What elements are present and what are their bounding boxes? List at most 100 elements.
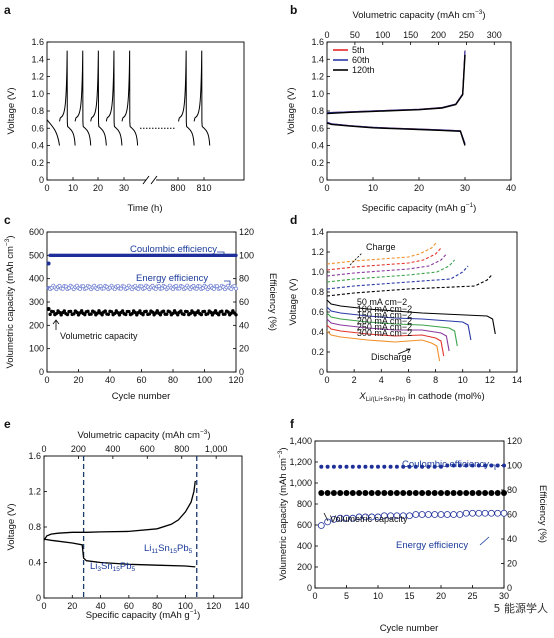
panel-f-data-point <box>483 463 488 468</box>
panel-f-data-point <box>482 489 489 496</box>
panel-c-x-tick-label: 40 <box>105 375 115 385</box>
panel-b-x-tick-label: 40 <box>506 183 516 193</box>
panel-d-y-tick-label: 1.4 <box>311 227 324 237</box>
panel-c-y2-tick-label: 60 <box>239 297 249 307</box>
panel-f-data-point <box>481 509 489 517</box>
panel-a-x-tick-label: 810 <box>196 183 211 193</box>
panel-e-x-tick-label: 60 <box>124 601 134 611</box>
panel-e-x2-tick-label: 600 <box>140 444 155 454</box>
panel-f-data-point <box>469 489 476 496</box>
panel-f-data-point <box>489 463 494 468</box>
panel-e-y-tick-label: 0 <box>36 593 41 603</box>
panel-f-data-point <box>375 489 381 496</box>
panel-d-charge-curve <box>326 259 456 283</box>
panel-a-y-ticks: 0 0.2 0.4 0.6 0.8 1.0 1.2 1.4 1.6 <box>31 37 50 185</box>
panel-d-current-label: 250 mA cm−2 <box>357 322 412 332</box>
panel-b-letter: b <box>290 3 297 17</box>
panel-f-x-tick-label: 30 <box>499 591 509 601</box>
panel-a-y-tick-label: 0 <box>39 175 44 185</box>
panel-c-x-tick-label: 120 <box>228 375 243 385</box>
panel-c-data-point <box>62 309 67 313</box>
panel-f-data-point <box>338 464 343 469</box>
panel-d-y-tick-label: 0 <box>319 367 324 377</box>
panel-d-y-tick-label: 0.4 <box>311 327 324 337</box>
panel-e-y-tick-label: 1.2 <box>28 487 41 497</box>
panel-c-data-point <box>65 312 70 317</box>
panel-f-data-point <box>475 489 482 496</box>
panel-d-y-tick-label: 1.2 <box>311 247 324 257</box>
panel-f-x-ticks: 0 5 10 15 20 25 30 <box>312 585 509 601</box>
panel-c-data-point <box>72 312 76 316</box>
panel-a-y-tick-label: 0.4 <box>31 141 44 151</box>
panel-c-x-ticks: 0 20 40 60 80 100 120 <box>44 369 244 385</box>
panel-f-data-point <box>431 511 439 518</box>
panel-f-data-point <box>424 511 432 518</box>
panel-c-data-point <box>54 311 59 316</box>
panel-f-data-point <box>487 509 495 517</box>
panel-c-data-point <box>223 312 227 316</box>
panel-c-data-point <box>79 309 84 313</box>
panel-c-data-point <box>165 312 169 316</box>
panel-b-x2-tick-label: 100 <box>375 30 390 40</box>
panel-b-x-ticks: 0 10 20 30 40 <box>324 177 516 193</box>
panel-f-data-point <box>412 489 419 496</box>
watermark: 5 能源学人 <box>493 602 549 615</box>
panel-f-plot <box>317 463 508 529</box>
panel-f-data-point <box>464 463 469 468</box>
panel-c-data-point <box>202 309 207 314</box>
panel-a-letter: a <box>4 3 11 17</box>
panel-b: b Volumetric capacity (mAh cm−3) 0 0.2 0.4… <box>286 3 516 214</box>
panel-c-data-point <box>216 312 221 317</box>
panel-d-current-label: 200 mA cm−2 <box>357 316 412 326</box>
panel-c-data-point <box>147 312 152 316</box>
panel-f-data-point <box>344 464 349 469</box>
panel-f-data-point <box>450 511 458 518</box>
panel-f-data-point <box>318 489 325 496</box>
panel-c-data-point <box>106 312 111 316</box>
panel-f-coulombic-arrow <box>489 464 496 470</box>
panel-f-y2-tick-label: 20 <box>507 559 517 569</box>
panel-f-data-point <box>425 489 432 496</box>
panel-d-x-tick-label: 2 <box>352 375 357 385</box>
panel-c-data-point <box>138 309 142 313</box>
panel-c-data-point <box>109 310 114 314</box>
panel-d-x-ticks: 0 2 4 6 8 10 12 14 <box>324 369 522 385</box>
panel-c-data-point <box>144 309 148 314</box>
panel-f-data-point <box>324 518 332 526</box>
panel-f-data-point <box>495 463 500 468</box>
panel-c-y2-ticks: 0 20 40 60 80 100 120 <box>233 227 254 377</box>
panel-b-series-discharge-curve <box>326 122 466 146</box>
panel-c-data-point <box>51 309 55 314</box>
panel-f-data-point <box>357 464 362 469</box>
panel-c-capacity-label: Volumetric capacity <box>60 331 138 341</box>
panel-a-y-label: Voltage (V) <box>6 88 17 135</box>
panel-f-y-tick-label: 400 <box>297 541 312 551</box>
panel-e-li11-label: Li11Sn15Pb5 <box>144 543 193 555</box>
panel-e-x-tick-label: 20 <box>67 601 77 611</box>
panel-c-y-label: Volumetric capacity (mAh cm−3) <box>4 235 16 368</box>
panel-f-data-point <box>439 464 443 469</box>
panel-f-x-tick-label: 0 <box>312 591 317 601</box>
panel-e-x2-tick-label: 800 <box>174 444 189 454</box>
panel-b-x-tick-label: 30 <box>460 183 470 193</box>
panel-f-y2-tick-label: 40 <box>507 534 517 544</box>
panel-c-y2-tick-label: 100 <box>239 250 254 260</box>
panel-a-x-tick-label: 0 <box>44 183 49 193</box>
panel-f-data-point <box>324 489 331 496</box>
panel-f-data-point <box>400 489 407 496</box>
panel-a-axis-break-left <box>142 175 150 185</box>
panel-c-x-label: Cycle number <box>112 391 171 402</box>
panel-e-x-tick-label: 140 <box>234 601 249 611</box>
panel-f-data-point <box>381 489 388 496</box>
panel-f-capacity-arrow <box>323 512 329 522</box>
panel-e-frame <box>43 455 243 599</box>
panel-f-y-tick-label: 600 <box>297 520 312 530</box>
panel-e-x-tick-label: 100 <box>178 601 193 611</box>
panel-e-x-tick-label: 0 <box>41 601 46 611</box>
panel-f-x-tick-label: 20 <box>436 591 446 601</box>
panel-f-data-point <box>494 489 501 496</box>
panel-f-y-tick-label: 800 <box>297 499 312 509</box>
panel-f-data-point <box>330 516 338 523</box>
panel-d-y-tick-label: 1.0 <box>311 267 324 277</box>
